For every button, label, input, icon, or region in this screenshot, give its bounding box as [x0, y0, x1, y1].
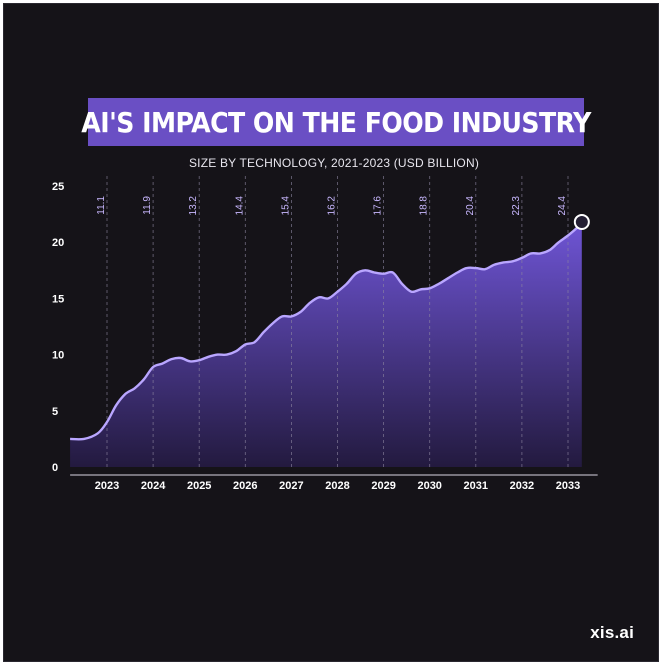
x-tick-label: 2026	[233, 480, 257, 492]
value-annotation: 11.1	[96, 196, 107, 215]
x-tick-label: 2033	[556, 480, 580, 492]
value-annotation: 24.4	[557, 196, 568, 216]
value-annotation: 14.4	[234, 196, 245, 216]
x-tick-label: 2025	[187, 480, 211, 492]
value-annotation: 11.9	[142, 196, 153, 215]
value-annotation: 16.2	[327, 196, 338, 216]
x-tick-label: 2032	[510, 480, 534, 492]
x-tick-label: 2027	[279, 480, 303, 492]
x-tick-label: 2030	[417, 480, 441, 492]
y-tick-label: 10	[52, 350, 64, 362]
x-tick-label: 2024	[141, 480, 166, 492]
y-tick-label: 20	[52, 237, 64, 249]
value-annotation: 22.3	[511, 196, 522, 216]
value-annotation: 13.2	[188, 196, 199, 216]
title-band: AI'S IMPACT ON THE FOOD INDUSTRY	[81, 98, 591, 146]
y-tick-label: 15	[52, 293, 64, 305]
series-area	[70, 222, 582, 467]
x-tick-label: 2023	[95, 480, 119, 492]
chart-title: AI'S IMPACT ON THE FOOD INDUSTRY	[81, 105, 591, 139]
x-tick-label: 2031	[464, 480, 488, 492]
y-tick-label: 5	[52, 406, 58, 418]
x-tick-label: 2029	[371, 480, 395, 492]
chart-subtitle: SIZE BY TECHNOLOGY, 2021-2023 (USD BILLI…	[188, 156, 480, 170]
value-annotation: 20.4	[465, 196, 476, 216]
value-annotation: 15.4	[280, 196, 291, 216]
y-tick-label: 25	[52, 181, 64, 193]
brand-logo: xis.ai	[590, 623, 634, 642]
series-line	[70, 221, 583, 441]
y-tick-label: 0	[52, 462, 58, 474]
end-point-marker	[573, 213, 590, 230]
value-annotation: 17.6	[373, 196, 384, 216]
x-tick-label: 2028	[325, 480, 349, 492]
value-annotation: 18.8	[419, 196, 430, 216]
